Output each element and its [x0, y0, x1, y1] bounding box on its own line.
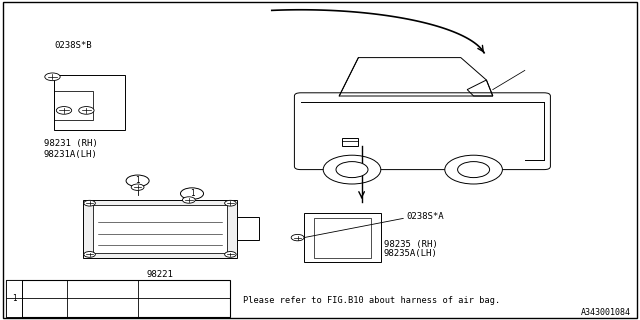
Circle shape — [79, 107, 94, 114]
Circle shape — [458, 162, 490, 178]
Circle shape — [131, 184, 144, 190]
Text: 98221: 98221 — [147, 270, 173, 279]
Polygon shape — [93, 205, 227, 253]
Text: 98235A(LH): 98235A(LH) — [384, 249, 438, 258]
Circle shape — [56, 107, 72, 114]
Text: -03MY0212): -03MY0212) — [74, 286, 120, 295]
Text: A343001084: A343001084 — [580, 308, 630, 317]
Bar — [6, 280, 230, 317]
Circle shape — [445, 155, 502, 184]
Circle shape — [323, 155, 381, 184]
Polygon shape — [83, 200, 237, 258]
Text: 1: 1 — [12, 294, 17, 303]
Bar — [6, 280, 22, 317]
Text: 0238S*B: 0238S*B — [54, 41, 92, 50]
Circle shape — [84, 200, 95, 206]
Circle shape — [225, 200, 236, 206]
Circle shape — [84, 252, 95, 257]
Text: 98231 (RH): 98231 (RH) — [44, 139, 97, 148]
Text: 1: 1 — [135, 176, 140, 185]
Text: 98231A(LH): 98231A(LH) — [44, 150, 97, 159]
Circle shape — [45, 73, 60, 81]
Bar — [237, 217, 259, 240]
Circle shape — [291, 234, 304, 241]
Text: 1: 1 — [189, 189, 195, 198]
Text: ): ) — [74, 304, 78, 313]
Circle shape — [336, 162, 368, 178]
Text: M060008: M060008 — [26, 304, 58, 313]
Circle shape — [6, 294, 22, 302]
Text: (03MY0301-: (03MY0301- — [70, 304, 116, 313]
Text: 98235 (RH): 98235 (RH) — [384, 240, 438, 249]
Text: Please refer to FIG.B10 about harness of air bag.: Please refer to FIG.B10 about harness of… — [243, 296, 500, 305]
Text: 0238S*A: 0238S*A — [406, 212, 444, 221]
Circle shape — [180, 188, 204, 199]
Circle shape — [225, 252, 236, 257]
Text: (: ( — [70, 286, 75, 295]
Bar — [54, 91, 93, 120]
Bar — [342, 138, 358, 146]
Circle shape — [126, 175, 149, 187]
Circle shape — [182, 197, 195, 203]
Text: Q640012: Q640012 — [26, 286, 58, 295]
